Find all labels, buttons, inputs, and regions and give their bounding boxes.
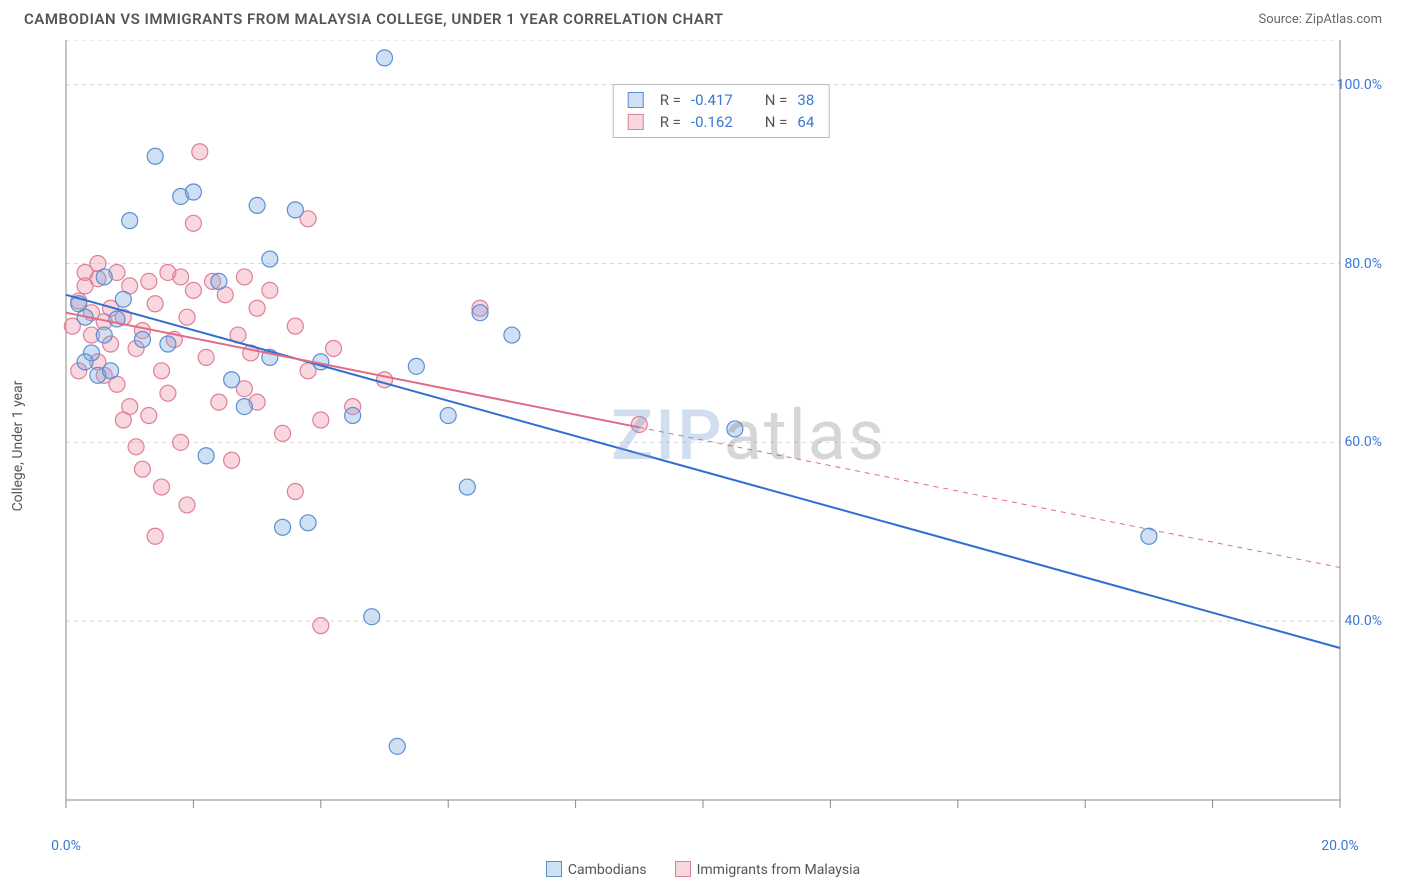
legend-label: Cambodians	[568, 862, 647, 878]
chart-container: CAMBODIAN VS IMMIGRANTS FROM MALAYSIA CO…	[0, 0, 1406, 892]
legend-swatch	[546, 861, 562, 877]
stat-legend-row: R = -0.162 N = 64	[628, 111, 815, 133]
stat-n-label: N =	[765, 91, 788, 109]
axis-tick-label: 100.0%	[1337, 77, 1382, 93]
stat-legend-row: R = -0.417 N = 38	[628, 89, 815, 111]
y-axis-label: College, Under 1 year	[10, 381, 26, 512]
legend-item: Immigrants from Malaysia	[675, 861, 861, 878]
axis-tick-label: 0.0%	[51, 838, 81, 854]
stat-r-label: R =	[660, 113, 681, 131]
source-prefix: Source:	[1258, 12, 1305, 27]
series-legend: Cambodians Immigrants from Malaysia	[0, 861, 1406, 878]
chart-title: CAMBODIAN VS IMMIGRANTS FROM MALAYSIA CO…	[24, 10, 724, 28]
source-name: ZipAtlas.com	[1305, 12, 1382, 27]
stat-r-label: R =	[660, 91, 681, 109]
axis-tick-label: 60.0%	[1344, 434, 1382, 450]
axis-tick-label: 80.0%	[1344, 256, 1382, 272]
stat-legend: R = -0.417 N = 38 R = -0.162 N = 64	[613, 84, 830, 138]
stat-r-value: -0.162	[691, 113, 733, 131]
legend-swatch	[628, 92, 644, 108]
chart-svg	[60, 40, 1382, 832]
legend-label: Immigrants from Malaysia	[697, 862, 861, 878]
chart-plot-area: ZIPatlas R = -0.417N = 38R = -0.162N = 6…	[60, 40, 1382, 832]
stat-n-label: N =	[765, 113, 788, 131]
legend-item: Cambodians	[546, 861, 647, 878]
chart-source: Source: ZipAtlas.com	[1258, 12, 1382, 27]
axis-tick-label: 20.0%	[1321, 838, 1359, 854]
axis-tick-label: 40.0%	[1344, 613, 1382, 629]
stat-r-value: -0.417	[691, 91, 733, 109]
legend-swatch	[675, 861, 691, 877]
chart-header: CAMBODIAN VS IMMIGRANTS FROM MALAYSIA CO…	[0, 0, 1406, 36]
stat-n-value: 38	[797, 91, 814, 109]
stat-n-value: 64	[797, 113, 814, 131]
legend-swatch	[628, 114, 644, 130]
